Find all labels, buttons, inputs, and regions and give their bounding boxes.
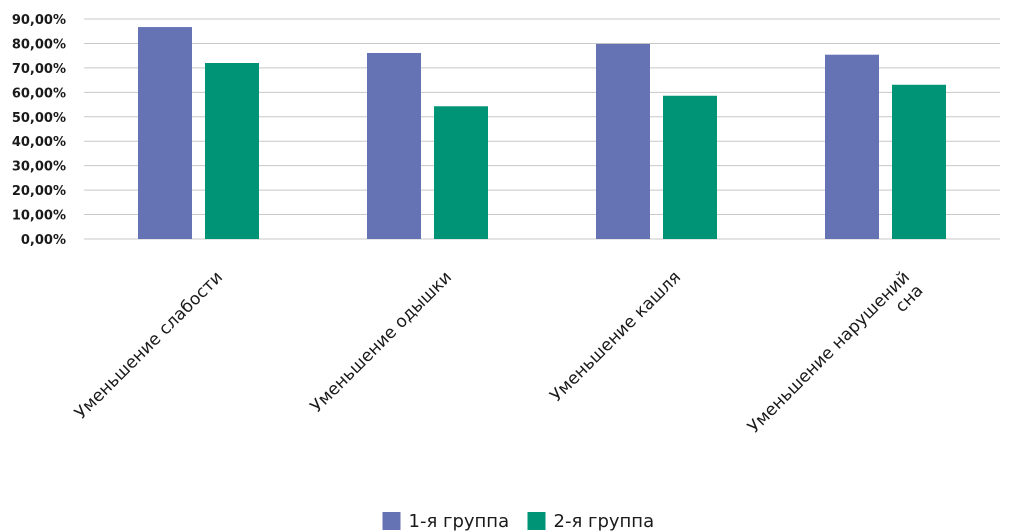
legend-swatch (382, 512, 401, 530)
y-tick-label: 70,00% (12, 62, 66, 77)
bars (138, 27, 946, 240)
y-tick-label: 80,00% (12, 37, 66, 52)
bar-2-2 (434, 106, 488, 240)
y-tick-label: 10,00% (12, 209, 66, 224)
y-tick-label: 0,00% (21, 233, 66, 248)
x-category-label: Уменьшение кашля (546, 267, 685, 406)
bar-2-4 (892, 84, 946, 239)
legend-swatch (527, 512, 546, 530)
y-tick-label: 60,00% (12, 86, 66, 101)
y-tick-label: 50,00% (12, 111, 66, 126)
category-label-line: Уменьшение слабости (71, 267, 227, 423)
x-category-label: Уменьшение одышки (307, 267, 456, 416)
y-tick-label: 90,00% (12, 13, 66, 28)
x-axis-category-labels: Уменьшение слабости Уменьшение одышки Умен… (71, 267, 927, 450)
bar-2-1 (205, 63, 259, 239)
legend: 1-я группа 2-я группа (382, 511, 655, 532)
legend-label: 1-я группа (409, 511, 510, 532)
bar-2-3 (663, 95, 717, 239)
bar-1-4 (825, 54, 879, 239)
category-label-line: Уменьшение одышки (307, 267, 456, 416)
bar-1-2 (367, 52, 421, 239)
bar-1-1 (138, 27, 192, 239)
y-axis-tick-labels: 0,00% 10,00% 20,00% 30,00% 40,00% 50,00% 60,00… (12, 13, 66, 248)
bar-1-3 (596, 43, 650, 239)
x-category-label: Уменьшение нарушенийсна (744, 267, 927, 450)
category-label-line: Уменьшение кашля (546, 267, 685, 406)
category-label-line: Уменьшение нарушений (744, 267, 914, 437)
y-tick-label: 20,00% (12, 184, 66, 199)
legend-label: 2-я группа (554, 511, 655, 532)
x-category-label: Уменьшение слабости (71, 267, 227, 423)
y-tick-label: 30,00% (12, 160, 66, 175)
y-tick-label: 40,00% (12, 135, 66, 150)
